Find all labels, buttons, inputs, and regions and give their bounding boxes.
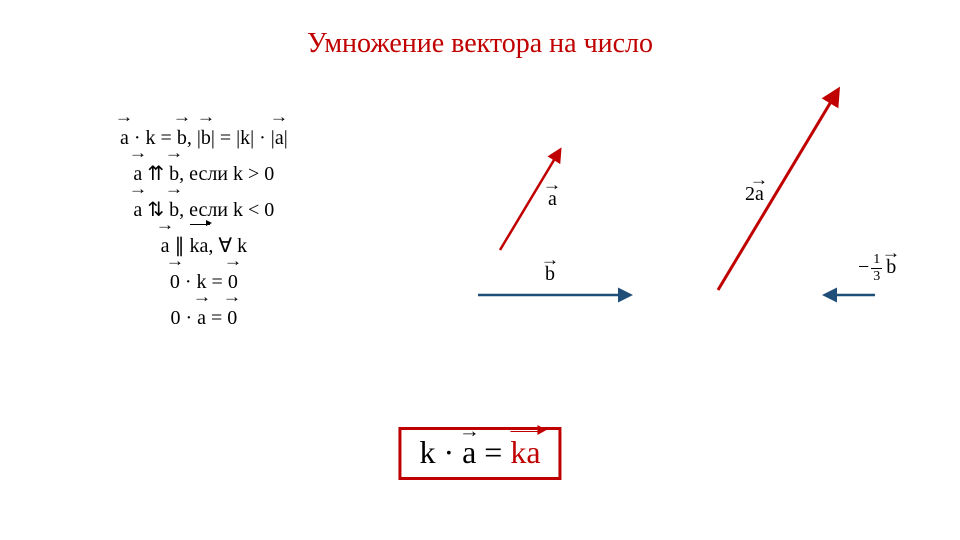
vec-a: a [462, 434, 476, 471]
txt: = [476, 434, 510, 470]
main-formula-box: k · a = ka [398, 427, 561, 480]
vec-ka: ka [510, 434, 540, 471]
label-a: a [548, 188, 557, 211]
minus: − [858, 256, 869, 278]
numerator: 1 [871, 253, 882, 269]
vector-2a [718, 90, 838, 290]
vec-b-label: b [545, 263, 555, 286]
label-2a: 2a [745, 183, 764, 206]
vec-a-label: a [755, 183, 764, 206]
label-neg-third-b: −13b [858, 253, 896, 284]
vec-b-label: b [886, 256, 896, 279]
fraction: 13 [871, 253, 882, 284]
label-b: b [545, 263, 555, 286]
vec-a-label: a [548, 188, 557, 211]
txt: k · [419, 434, 462, 470]
denominator: 3 [871, 269, 882, 284]
